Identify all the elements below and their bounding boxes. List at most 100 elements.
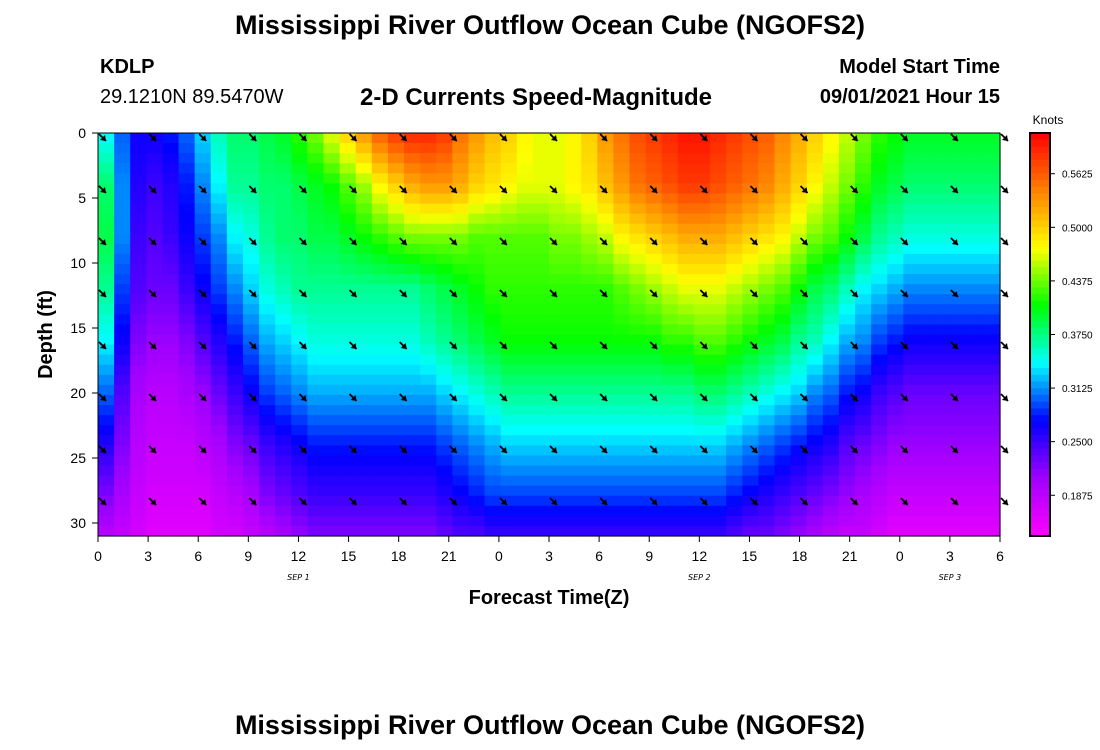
heat-cell	[790, 233, 808, 245]
heat-cell	[919, 425, 937, 436]
heat-cell	[162, 374, 180, 386]
heat-cell	[178, 334, 196, 346]
heat-cell	[210, 213, 228, 225]
vector-arrow-head	[701, 239, 708, 245]
heat-cell	[468, 253, 486, 265]
heat-cell	[307, 405, 325, 416]
vector-arrow-head	[250, 447, 257, 453]
heat-cell	[226, 405, 244, 416]
heat-cell	[371, 394, 389, 406]
heat-cell	[275, 223, 292, 235]
heat-cell	[404, 173, 421, 184]
heat-cell	[323, 384, 341, 396]
heat-cell	[790, 143, 808, 154]
heat-cell	[855, 284, 872, 295]
vector-arrow-head	[951, 291, 958, 297]
heat-cell	[452, 475, 470, 487]
vector-arrow-head	[601, 343, 608, 349]
heat-cell	[259, 425, 276, 436]
heat-cell	[387, 495, 405, 507]
heat-cell	[420, 233, 437, 245]
heat-cell	[726, 364, 743, 376]
heat-cell	[613, 304, 631, 315]
heat-cell	[597, 153, 615, 164]
heat-cell	[291, 415, 308, 426]
heat-cell	[758, 183, 776, 195]
heat-cell	[806, 223, 824, 235]
heat-cell	[710, 334, 727, 346]
heat-cell	[597, 505, 615, 517]
station-id: KDLP	[100, 56, 155, 78]
heat-cell	[275, 233, 292, 245]
heat-cell	[468, 445, 486, 456]
heat-cell	[339, 243, 357, 255]
heat-cell	[710, 475, 727, 487]
vector-arrow-head	[901, 499, 908, 505]
heat-cell	[114, 445, 131, 456]
heat-cell	[452, 203, 470, 215]
heat-cell	[742, 344, 759, 356]
heat-cell	[677, 173, 695, 184]
heat-cell	[581, 143, 598, 154]
heat-cell	[613, 203, 631, 215]
heat-cell	[98, 495, 115, 507]
heat-cell	[436, 465, 453, 477]
vector-arrow-head	[801, 343, 808, 349]
colorbar-cell	[1030, 159, 1050, 168]
heatmap-cells	[98, 133, 1001, 537]
heat-cell	[162, 183, 180, 195]
heat-cell	[629, 465, 647, 477]
heat-cell	[806, 294, 824, 305]
heat-cell	[468, 294, 486, 305]
heat-cell	[130, 334, 147, 346]
vector-arrow-head	[400, 135, 407, 141]
heat-cell	[581, 374, 598, 386]
heat-cell	[162, 475, 180, 487]
heat-cell	[194, 515, 212, 527]
heat-cell	[565, 435, 582, 446]
heat-cell	[983, 354, 1001, 366]
heat-cell	[500, 344, 518, 356]
heat-cell	[323, 274, 341, 285]
heat-cell	[758, 153, 776, 164]
heat-cell	[210, 445, 228, 456]
heat-cell	[613, 314, 631, 326]
heat-cell	[178, 465, 196, 477]
colorbar-cell	[1030, 455, 1050, 463]
heat-cell	[693, 193, 711, 205]
heat-cell	[516, 384, 534, 396]
heat-cell	[371, 505, 389, 517]
heat-cell	[371, 515, 389, 527]
heat-cell	[629, 354, 647, 366]
heat-cell	[855, 243, 872, 255]
heat-cell	[323, 173, 341, 184]
heat-cell	[162, 213, 180, 225]
heat-cell	[693, 304, 711, 315]
heat-cell	[259, 415, 276, 426]
heat-cell	[887, 455, 904, 467]
heat-cell	[935, 425, 953, 436]
heat-cell	[114, 364, 131, 376]
heat-cell	[919, 133, 937, 144]
heat-cell	[371, 334, 389, 346]
heat-cell	[549, 223, 566, 235]
heat-cell	[194, 475, 212, 487]
vector-arrow-head	[701, 343, 708, 349]
vector-arrow-head	[250, 395, 257, 401]
heat-cell	[919, 274, 937, 285]
heat-cell	[951, 294, 969, 305]
y-tick-label: 5	[78, 190, 86, 206]
heat-cell	[307, 525, 325, 537]
heat-cell	[387, 425, 405, 436]
heat-cell	[774, 394, 792, 406]
heat-cell	[387, 344, 405, 356]
heat-cell	[951, 354, 969, 366]
heat-cell	[307, 415, 325, 426]
heat-cell	[935, 374, 953, 386]
heat-cell	[903, 364, 921, 376]
heat-cell	[323, 344, 341, 356]
heat-cell	[903, 495, 921, 507]
vector-arrow-head	[701, 291, 708, 297]
heat-cell	[838, 294, 856, 305]
heat-cell	[484, 133, 502, 144]
